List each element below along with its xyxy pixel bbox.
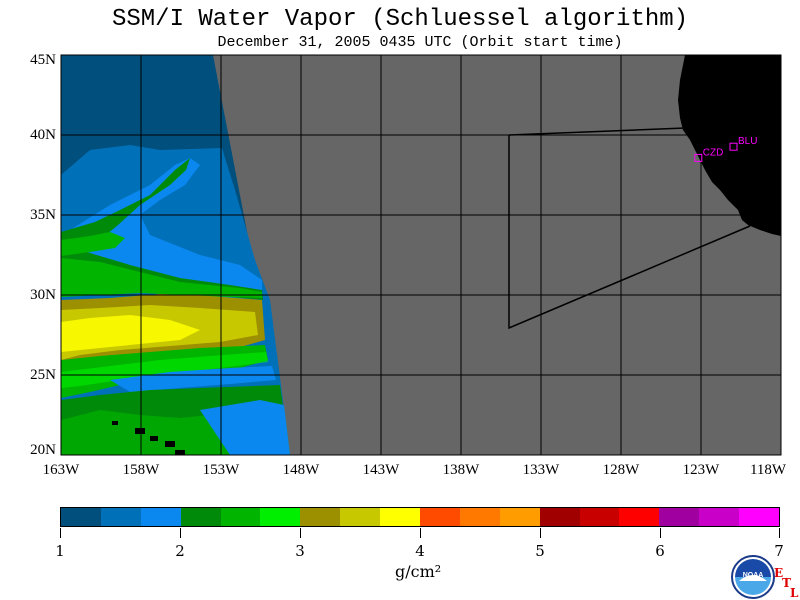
scale-label: 6 [655,542,665,560]
scale-color-segment [659,508,700,526]
color-scale-bar [60,507,780,527]
scale-color-segment [260,508,301,526]
scale-label: 2 [175,542,185,560]
map-grid [61,55,781,455]
lon-label: 158W [122,462,160,478]
map-title: SSM/I Water Vapor (Schluessel algorithm) [111,6,689,33]
scale-color-segment [579,508,620,526]
lat-label: 20N [30,442,56,458]
lon-label: 148W [282,462,320,478]
lon-label: 133W [522,462,560,478]
scale-units: g/cm² [395,562,442,581]
station-label: BLU [738,136,757,147]
etl-logo-letter: L [790,586,799,600]
map-subtitle: December 31, 2005 0435 UTC (Orbit start … [217,34,623,51]
vapor-swath [61,55,290,455]
scale-color-segment [499,508,540,526]
scale-color-segment [699,508,740,526]
lat-label: 30N [30,287,56,303]
etl-logo-letter: T [782,576,791,590]
lon-label: 153W [202,462,240,478]
scale-tick [300,528,301,538]
station-marker [694,153,703,162]
scale-color-segment [539,508,580,526]
scale-color-segment [619,508,660,526]
scale-color-segment [220,508,261,526]
scale-label: 4 [415,542,425,560]
hawaii-islands [112,421,185,455]
scale-color-segment [459,508,500,526]
scale-color-segment [300,508,341,526]
noaa-logo-text: NOAA [743,572,764,579]
station-label: CZD [703,147,724,158]
lat-label: 45N [30,52,56,68]
lon-label: 163W [42,462,80,478]
etl-logo: E T L [772,566,800,600]
scale-color-segment [420,508,460,526]
lat-label: 35N [30,207,56,223]
lon-label: 143W [362,462,400,478]
scale-label: 3 [295,542,305,560]
etl-logo-letter: E [774,566,784,580]
scale-color-segment [100,508,141,526]
scale-label: 5 [535,542,545,560]
lon-label: 123W [682,462,720,478]
lat-label: 25N [30,367,56,383]
scale-tick [540,528,541,538]
scale-tick [180,528,181,538]
station-markers: CZD BLU [694,136,757,162]
lon-label: 138W [442,462,480,478]
noaa-logo: NOAA [731,555,775,599]
lat-label: 40N [30,127,56,143]
scale-tick [420,528,421,538]
station-marker [729,142,738,151]
scale-color-segment [380,508,421,526]
scale-tick [779,528,780,538]
scale-color-segment [140,508,181,526]
domain-outline [508,127,751,330]
lon-label: 118W [749,462,787,478]
scale-color-segment [61,508,101,526]
scale-color-segment [739,508,780,526]
scale-color-segment [340,508,381,526]
scale-label: 7 [774,542,784,560]
scale-label: 1 [55,542,65,560]
lon-label: 128W [602,462,640,478]
scale-color-segment [180,508,221,526]
plot-frame [60,54,782,456]
scale-tick [660,528,661,538]
scale-tick [60,528,61,538]
